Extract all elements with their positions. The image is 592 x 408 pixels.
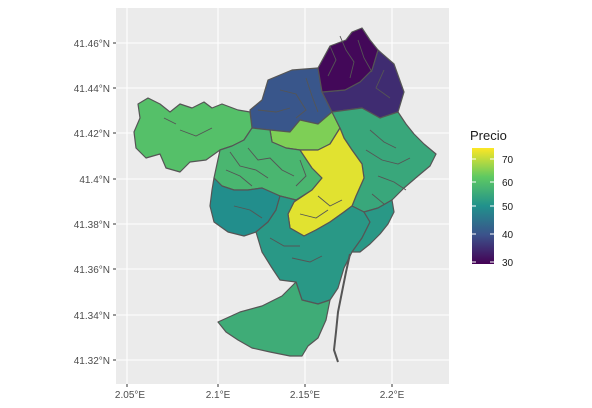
legend-title: Precio <box>470 128 507 143</box>
y-tick-label: 41.46°N <box>74 39 110 50</box>
legend-label: 60 <box>502 178 514 189</box>
districts <box>133 27 437 363</box>
district-zona-franca[interactable] <box>217 281 331 357</box>
x-tick-label: 2.2°E <box>380 390 405 401</box>
port-breakwater <box>332 253 351 363</box>
y-tick-label: 41.42°N <box>74 129 110 140</box>
district-nou-barris-north[interactable] <box>317 27 379 93</box>
legend: Precio 70 60 50 40 30 <box>470 128 514 269</box>
y-tick-label: 41.32°N <box>74 356 110 367</box>
legend-label: 70 <box>502 155 514 166</box>
y-tick-label: 41.36°N <box>74 265 110 276</box>
legend-label: 30 <box>502 258 514 269</box>
y-tick-label: 41.4°N <box>79 175 110 186</box>
district-boundaries-inner <box>163 35 411 263</box>
x-tick-label: 2.1°E <box>206 390 231 401</box>
y-axis: 41.46°N 41.44°N 41.42°N 41.4°N 41.38°N 4… <box>74 39 116 367</box>
x-axis: 2.05°E 2.1°E 2.15°E 2.2°E <box>115 384 405 401</box>
y-tick-label: 41.34°N <box>74 311 110 322</box>
legend-label: 50 <box>502 202 514 213</box>
district-ciutat-vella-coast[interactable] <box>351 199 395 253</box>
legend-colorbar <box>472 148 494 264</box>
y-tick-label: 41.44°N <box>74 84 110 95</box>
legend-label: 40 <box>502 230 514 241</box>
y-tick-label: 41.38°N <box>74 220 110 231</box>
x-tick-label: 2.15°E <box>290 390 320 401</box>
x-tick-label: 2.05°E <box>115 390 145 401</box>
